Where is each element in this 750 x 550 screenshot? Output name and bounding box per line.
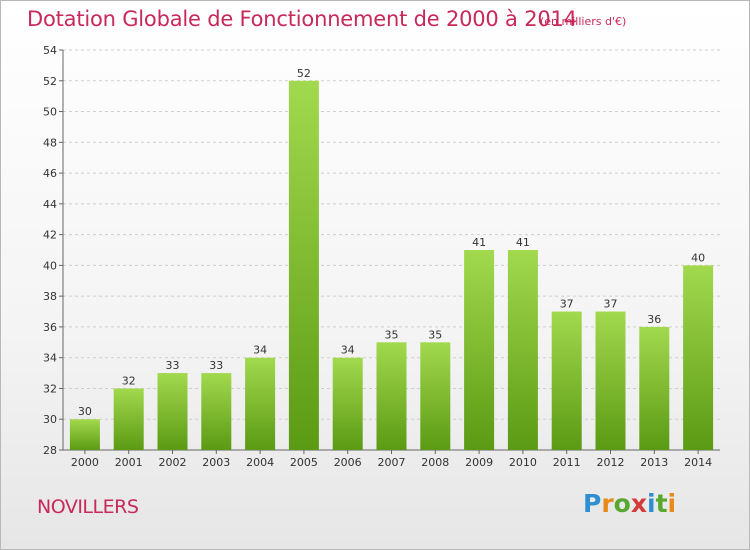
y-tick-label: 40 [43, 259, 57, 272]
bar [420, 342, 451, 450]
bar [507, 250, 538, 450]
y-tick-label: 44 [43, 198, 57, 211]
bar [69, 419, 100, 450]
logo-letter: i [667, 489, 677, 518]
bar [201, 373, 232, 450]
y-tick-label: 48 [43, 136, 57, 149]
y-tick-label: 52 [43, 75, 57, 88]
labels: 28 30 32 34 36 38 40 42 44 46 48 50 52 54 30 2000 32 2001… [43, 44, 712, 469]
data-label: 37 [604, 298, 618, 311]
logo-letter: P [583, 489, 602, 518]
bar [683, 265, 714, 450]
y-tick-label: 42 [43, 229, 57, 242]
bar [332, 357, 363, 450]
chart-unit: (en milliers d'€) [540, 15, 627, 28]
bars [69, 80, 714, 451]
data-label: 35 [428, 328, 442, 341]
y-tick-label: 54 [43, 44, 57, 57]
logo-letter: x [630, 489, 647, 518]
x-tick-label: 2003 [202, 456, 230, 469]
chart-title: Dotation Globale de Fonctionnement de 20… [27, 7, 577, 31]
bar [639, 326, 670, 450]
data-label: 32 [122, 374, 136, 387]
x-tick-label: 2009 [465, 456, 493, 469]
data-label: 37 [560, 298, 574, 311]
bar [551, 311, 582, 450]
y-tick-label: 36 [43, 321, 57, 334]
logo-letter: t [655, 489, 668, 518]
bar [288, 80, 319, 451]
data-label: 41 [516, 236, 530, 249]
x-tick-label: 2002 [159, 456, 187, 469]
data-label: 33 [209, 359, 223, 372]
x-tick-label: 2000 [71, 456, 99, 469]
y-tick-label: 34 [43, 352, 57, 365]
y-tick-label: 28 [43, 444, 57, 457]
logo-letter: r [601, 489, 614, 518]
x-tick-label: 2010 [509, 456, 537, 469]
data-label: 36 [647, 313, 661, 326]
y-tick-label: 46 [43, 167, 57, 180]
logo-letter: i [647, 489, 656, 518]
bar [113, 388, 144, 450]
data-label: 30 [78, 405, 92, 418]
data-label: 41 [472, 236, 486, 249]
x-tick-label: 2001 [115, 456, 143, 469]
bar [464, 250, 495, 450]
x-tick-label: 2011 [553, 456, 581, 469]
data-label: 40 [691, 251, 705, 264]
x-tick-label: 2006 [334, 456, 362, 469]
y-tick-label: 32 [43, 382, 57, 395]
bar [157, 373, 188, 450]
logo-letter: o [613, 489, 631, 518]
data-label: 34 [341, 344, 355, 357]
bar [595, 311, 626, 450]
x-tick-label: 2007 [378, 456, 406, 469]
x-tick-label: 2005 [290, 456, 318, 469]
y-tick-label: 38 [43, 290, 57, 303]
data-label: 34 [253, 344, 267, 357]
data-label: 35 [385, 328, 399, 341]
x-tick-label: 2004 [246, 456, 274, 469]
y-tick-label: 50 [43, 106, 57, 119]
x-tick-label: 2013 [640, 456, 668, 469]
bar [245, 357, 276, 450]
x-tick-label: 2014 [684, 456, 712, 469]
place-name: NOVILLERS [37, 496, 139, 518]
x-tick-label: 2012 [597, 456, 625, 469]
bar [376, 342, 407, 450]
data-label: 33 [166, 359, 180, 372]
data-label: 52 [297, 67, 311, 80]
y-tick-label: 30 [43, 413, 57, 426]
x-tick-label: 2008 [421, 456, 449, 469]
proxiti-logo: Proxiti [583, 489, 676, 518]
